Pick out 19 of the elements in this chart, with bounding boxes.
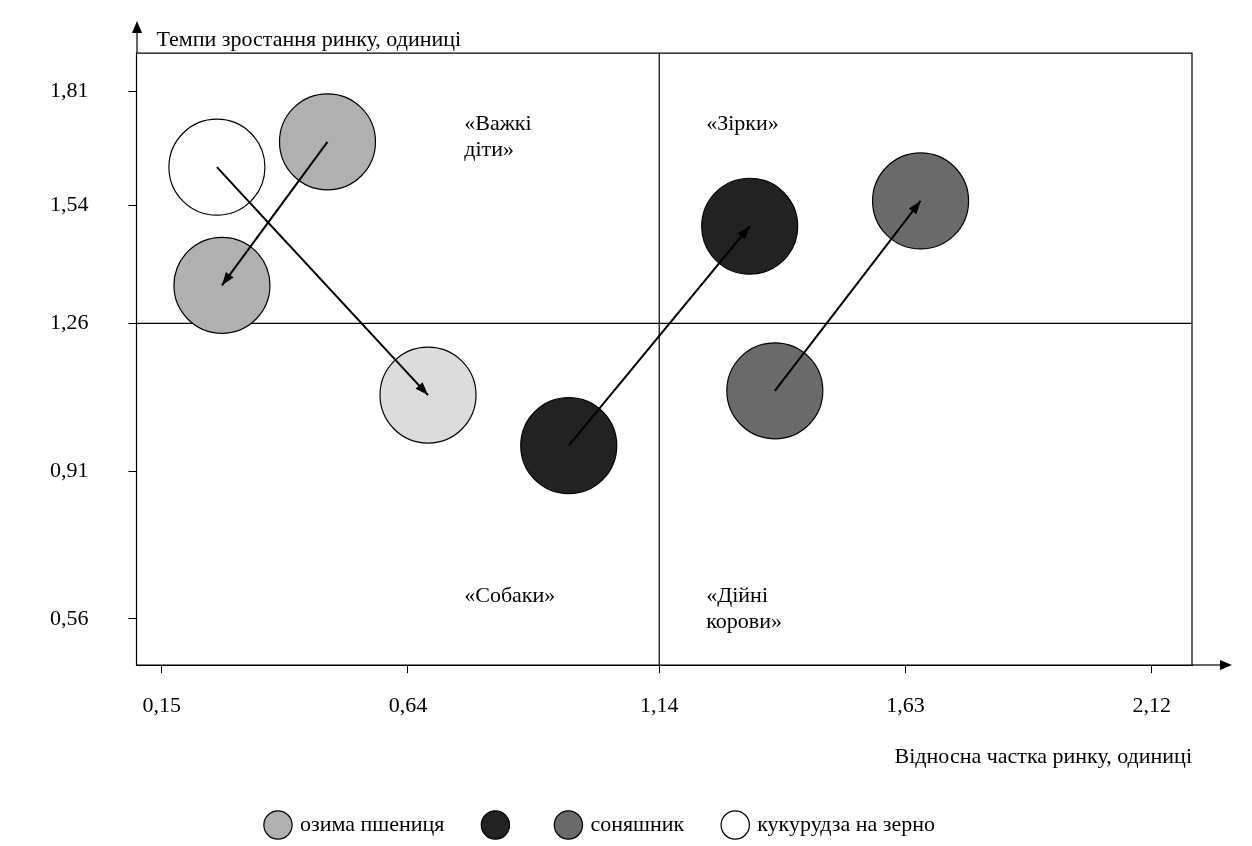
annotation: «Важкі діти»: [464, 109, 532, 161]
x-tick-label: 1,14: [639, 692, 679, 718]
annotation: «Дійні корови»: [706, 581, 782, 633]
y-tick-label: 1,54: [50, 190, 89, 216]
y-tick-label: 0,56: [50, 604, 89, 630]
x-tick-label: 0,15: [142, 692, 181, 718]
x-tick-label: 0,64: [388, 692, 428, 718]
legend-label: кукурудза на зерно: [757, 810, 936, 836]
x-tick-label: 2,12: [1132, 692, 1172, 718]
x-tick-label: 1,63: [886, 692, 925, 718]
annotation: «Зірки»: [706, 109, 779, 135]
y-tick-label: 0,91: [50, 456, 89, 482]
legend-label: озима пшениця: [299, 810, 445, 836]
legend-label: соняшник: [590, 810, 685, 836]
y-axis-title: Темпи зростання ринку, одиниці: [156, 25, 462, 51]
y-tick-label: 1,81: [50, 76, 89, 102]
x-axis-title: Відносна частка ринку, одиниці: [894, 742, 1192, 768]
annotation: «Собаки»: [464, 581, 556, 607]
y-tick-label: 1,26: [50, 309, 89, 335]
